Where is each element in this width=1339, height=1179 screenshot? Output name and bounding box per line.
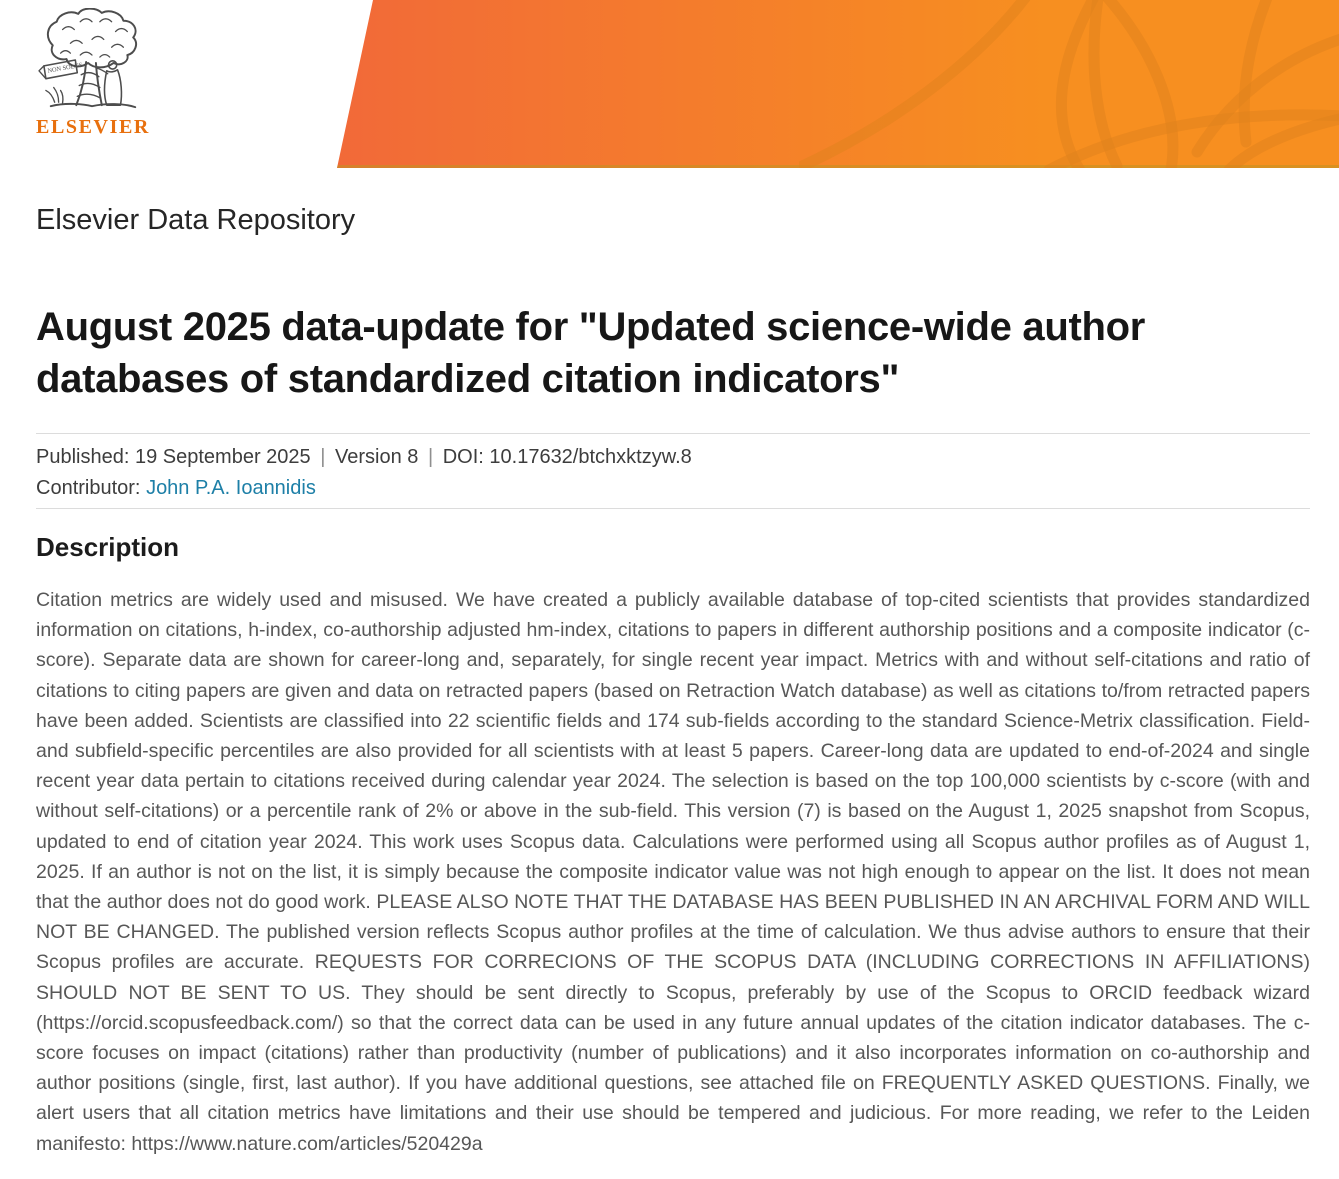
divider-bottom: [36, 508, 1310, 509]
version-label: Version 8: [334, 446, 419, 468]
contributor-label: Contributor:: [36, 477, 141, 499]
elsevier-tree-icon: NON SOLUS: [38, 8, 137, 109]
separator: |: [320, 446, 326, 468]
published-date: 19 September 2025: [134, 446, 311, 468]
header-banner: [337, 0, 1339, 168]
description-heading: Description: [36, 532, 180, 562]
description-body: Citation metrics are widely used and mis…: [36, 589, 1310, 1155]
doi-value: 10.17632/btchxktzyw.8: [489, 446, 692, 468]
divider-top: [36, 433, 1310, 434]
dataset-title: August 2025 data-update for "Updated sci…: [36, 305, 1146, 401]
publish-info-row: Published: 19 September 2025 | Version 8…: [36, 442, 692, 473]
contributor-row: Contributor: John P.A. Ioannidis: [36, 473, 692, 504]
leaf-pattern-decoration: [799, 0, 1339, 168]
published-label: Published:: [36, 446, 130, 468]
elsevier-wordmark: ELSEVIER: [36, 116, 150, 138]
doi-label: DOI:: [442, 446, 484, 468]
contributor-link[interactable]: John P.A. Ioannidis: [146, 477, 316, 499]
site-title: Elsevier Data Repository: [36, 204, 356, 236]
separator: |: [427, 446, 434, 468]
dataset-metadata: Published: 19 September 2025 | Version 8…: [36, 442, 692, 504]
elsevier-logo[interactable]: NON SOLUS ELSEVIER: [36, 8, 148, 139]
